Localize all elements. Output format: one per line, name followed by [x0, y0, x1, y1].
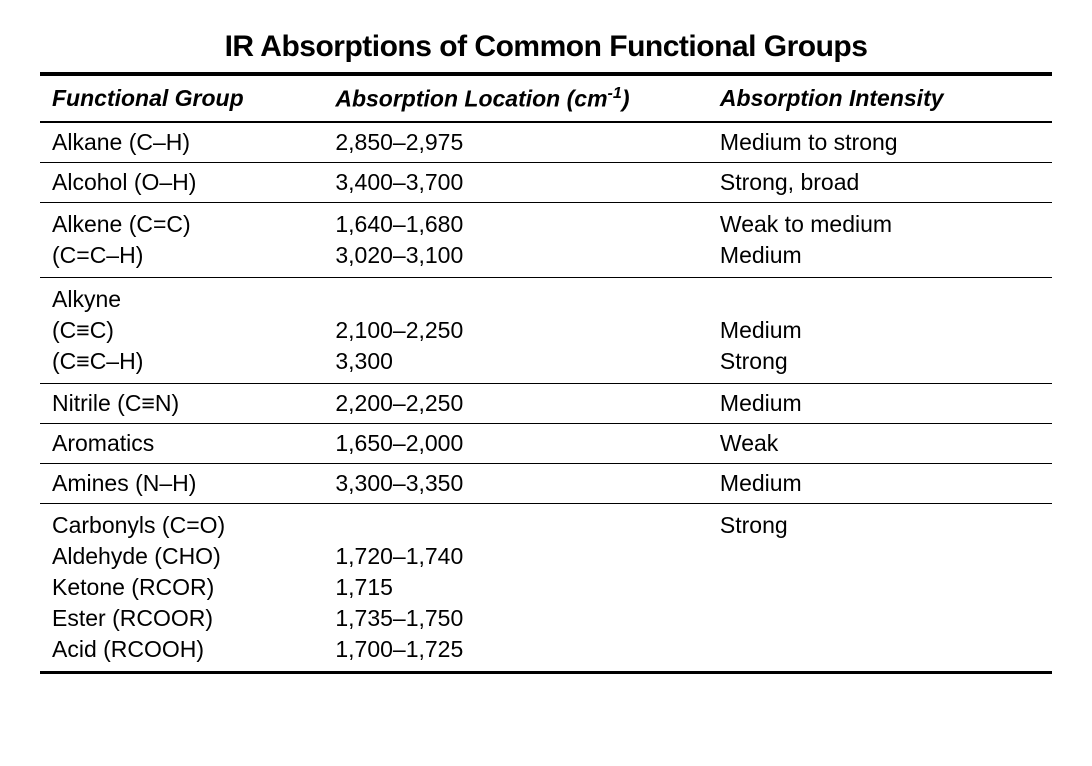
cell-location: 1,720–1,7401,7151,735–1,7501,700–1,725 — [323, 503, 708, 672]
ir-absorptions-table: Functional Group Absorption Location (cm… — [40, 72, 1052, 674]
table-row: Carbonyls (C=O)Aldehyde (CHO)Ketone (RCO… — [40, 503, 1052, 672]
table-row: Amines (N–H) 3,300–3,350 Medium — [40, 463, 1052, 503]
cell-group: Amines (N–H) — [40, 463, 323, 503]
table-title: IR Absorptions of Common Functional Grou… — [40, 30, 1052, 72]
table-row: Nitrile (C≡N) 2,200–2,250 Medium — [40, 383, 1052, 423]
cell-location: 1,640–1,6803,020–3,100 — [323, 202, 708, 277]
ir-table-container: IR Absorptions of Common Functional Grou… — [40, 30, 1052, 674]
cell-intensity: Strong, broad — [708, 162, 1052, 202]
header-location-prefix: Absorption Location (cm — [335, 86, 607, 112]
header-absorption-location: Absorption Location (cm-1) — [323, 74, 708, 122]
cell-location: 2,200–2,250 — [323, 383, 708, 423]
table-row: Aromatics 1,650–2,000 Weak — [40, 423, 1052, 463]
table-body: Alkane (C–H) 2,850–2,975 Medium to stron… — [40, 122, 1052, 673]
cell-group: Carbonyls (C=O)Aldehyde (CHO)Ketone (RCO… — [40, 503, 323, 672]
cell-intensity: Weak — [708, 423, 1052, 463]
cell-intensity: MediumStrong — [708, 277, 1052, 383]
header-row: Functional Group Absorption Location (cm… — [40, 74, 1052, 122]
cell-group: Alkane (C–H) — [40, 122, 323, 163]
cell-location: 2,100–2,2503,300 — [323, 277, 708, 383]
header-location-sup: -1 — [608, 84, 622, 102]
cell-group: Alcohol (O–H) — [40, 162, 323, 202]
cell-group: Alkene (C=C)(C=C–H) — [40, 202, 323, 277]
cell-group: Alkyne(C≡C)(C≡C–H) — [40, 277, 323, 383]
cell-group: Aromatics — [40, 423, 323, 463]
cell-intensity: Medium — [708, 383, 1052, 423]
cell-location: 1,650–2,000 — [323, 423, 708, 463]
cell-location: 3,300–3,350 — [323, 463, 708, 503]
cell-intensity: Strong — [708, 503, 1052, 672]
table-row: Alkene (C=C)(C=C–H) 1,640–1,6803,020–3,1… — [40, 202, 1052, 277]
cell-intensity: Medium — [708, 463, 1052, 503]
cell-intensity: Medium to strong — [708, 122, 1052, 163]
cell-intensity: Weak to mediumMedium — [708, 202, 1052, 277]
table-row: Alkane (C–H) 2,850–2,975 Medium to stron… — [40, 122, 1052, 163]
header-absorption-intensity: Absorption Intensity — [708, 74, 1052, 122]
header-location-suffix: ) — [622, 86, 630, 112]
cell-group: Nitrile (C≡N) — [40, 383, 323, 423]
table-row: Alcohol (O–H) 3,400–3,700 Strong, broad — [40, 162, 1052, 202]
table-row: Alkyne(C≡C)(C≡C–H) 2,100–2,2503,300 Medi… — [40, 277, 1052, 383]
header-functional-group: Functional Group — [40, 74, 323, 122]
cell-location: 2,850–2,975 — [323, 122, 708, 163]
cell-location: 3,400–3,700 — [323, 162, 708, 202]
